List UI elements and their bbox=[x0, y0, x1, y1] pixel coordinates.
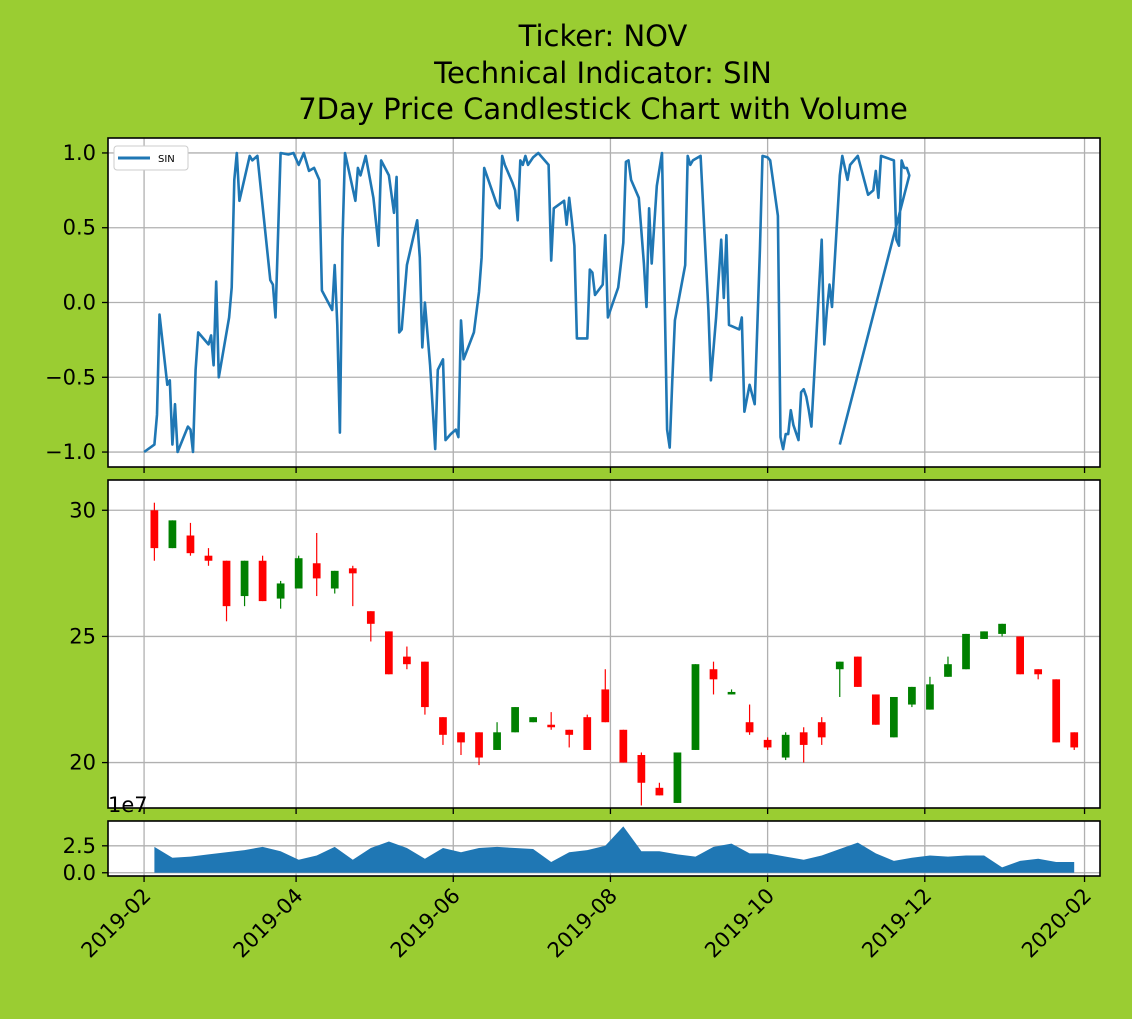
candle-body bbox=[871, 694, 880, 725]
candle-body bbox=[980, 631, 988, 639]
price-panel: 30 25 20 bbox=[69, 479, 1101, 814]
volume-panel: 2.5 0.0 1e7 bbox=[63, 793, 1101, 885]
candle-body bbox=[835, 661, 844, 670]
candle-body bbox=[1034, 669, 1043, 675]
candle-body bbox=[439, 717, 447, 735]
candle-body bbox=[403, 656, 411, 665]
candle-body bbox=[745, 722, 754, 733]
candle-body bbox=[1016, 636, 1024, 675]
candle-body bbox=[294, 558, 303, 589]
indicator-y-tick-label: −1.0 bbox=[45, 440, 96, 464]
volume-y-tick-label: 0.0 bbox=[63, 861, 96, 885]
indicator-y-tick-label: 0.0 bbox=[63, 291, 96, 315]
candle-body bbox=[511, 707, 519, 733]
candle-body bbox=[421, 661, 429, 708]
candle-body bbox=[619, 729, 628, 763]
indicator-y-tick-label: 1.0 bbox=[63, 141, 96, 165]
x-tick-label: 2019-08 bbox=[543, 884, 622, 963]
candle-body bbox=[204, 555, 213, 561]
x-tick-label: 2019-12 bbox=[857, 884, 936, 963]
candle-body bbox=[763, 739, 772, 748]
candle-body bbox=[655, 787, 664, 796]
volume-frame bbox=[107, 820, 1101, 877]
candle-body bbox=[583, 717, 592, 750]
candle-body bbox=[547, 724, 556, 728]
indicator-panel: 1.0 0.5 0.0 −0.5 −1.0 SIN bbox=[45, 137, 1101, 473]
candle-body bbox=[709, 669, 718, 680]
legend-label: SIN bbox=[158, 154, 175, 165]
candle-body bbox=[276, 583, 285, 599]
chart-title-line-2: Technical Indicator: SIN bbox=[433, 56, 772, 90]
candle-body bbox=[853, 656, 862, 687]
price-y-tick-label: 20 bbox=[69, 751, 96, 775]
candle-body bbox=[493, 732, 501, 750]
candle-body bbox=[150, 510, 159, 549]
candle-body bbox=[186, 535, 195, 554]
candle-body bbox=[781, 734, 790, 758]
indicator-y-tick-label: 0.5 bbox=[63, 216, 96, 240]
candle-body bbox=[475, 732, 483, 758]
candle-body bbox=[727, 691, 736, 695]
candle-body bbox=[312, 563, 321, 579]
chart-title-line-1: Ticker: NOV bbox=[518, 19, 688, 53]
x-tick-label: 2019-10 bbox=[700, 884, 779, 963]
volume-y-tick-label: 2.5 bbox=[63, 834, 96, 858]
chart-title-line-3: 7Day Price Candlestick Chart with Volume bbox=[298, 92, 908, 126]
indicator-legend: SIN bbox=[113, 145, 189, 171]
candle-body bbox=[998, 623, 1006, 634]
indicator-y-tick-label: −0.5 bbox=[45, 365, 96, 389]
sin-series-line bbox=[143, 151, 911, 454]
candle-body bbox=[799, 732, 808, 745]
candle-body bbox=[601, 689, 610, 723]
candle-body bbox=[1070, 732, 1079, 748]
candle-body bbox=[817, 722, 826, 738]
candle-body bbox=[384, 631, 393, 675]
candle-body bbox=[258, 560, 267, 602]
candle-body bbox=[457, 732, 465, 743]
candle-body bbox=[168, 520, 177, 549]
candle-body bbox=[673, 752, 682, 803]
candle-body bbox=[890, 696, 898, 738]
candle-body bbox=[962, 633, 970, 670]
candle-body bbox=[240, 560, 249, 597]
candle-body bbox=[944, 664, 952, 677]
candle-body bbox=[637, 755, 646, 783]
x-tick-label: 2019-06 bbox=[386, 884, 465, 963]
price-frame bbox=[107, 479, 1101, 809]
price-y-tick-label: 25 bbox=[69, 624, 96, 648]
candle-body bbox=[926, 684, 934, 710]
legend-box bbox=[113, 145, 189, 171]
candle-body bbox=[222, 560, 231, 607]
x-tick-label: 2020-02 bbox=[1017, 884, 1096, 963]
x-tick-label: 2019-02 bbox=[77, 884, 156, 963]
candle-body bbox=[330, 570, 339, 589]
candle-body bbox=[1052, 679, 1061, 743]
volume-area bbox=[154, 826, 1075, 873]
price-plot-area bbox=[108, 480, 1100, 808]
candle-body bbox=[691, 664, 700, 750]
candle-body bbox=[565, 729, 574, 735]
volume-offset-label: 1e7 bbox=[108, 793, 148, 817]
x-tick-label: 2019-04 bbox=[229, 884, 308, 963]
price-y-tick-label: 30 bbox=[69, 498, 96, 522]
candle-body bbox=[529, 717, 538, 723]
candle-body bbox=[348, 568, 357, 574]
candle-body bbox=[366, 611, 375, 624]
candle-body bbox=[908, 686, 916, 705]
